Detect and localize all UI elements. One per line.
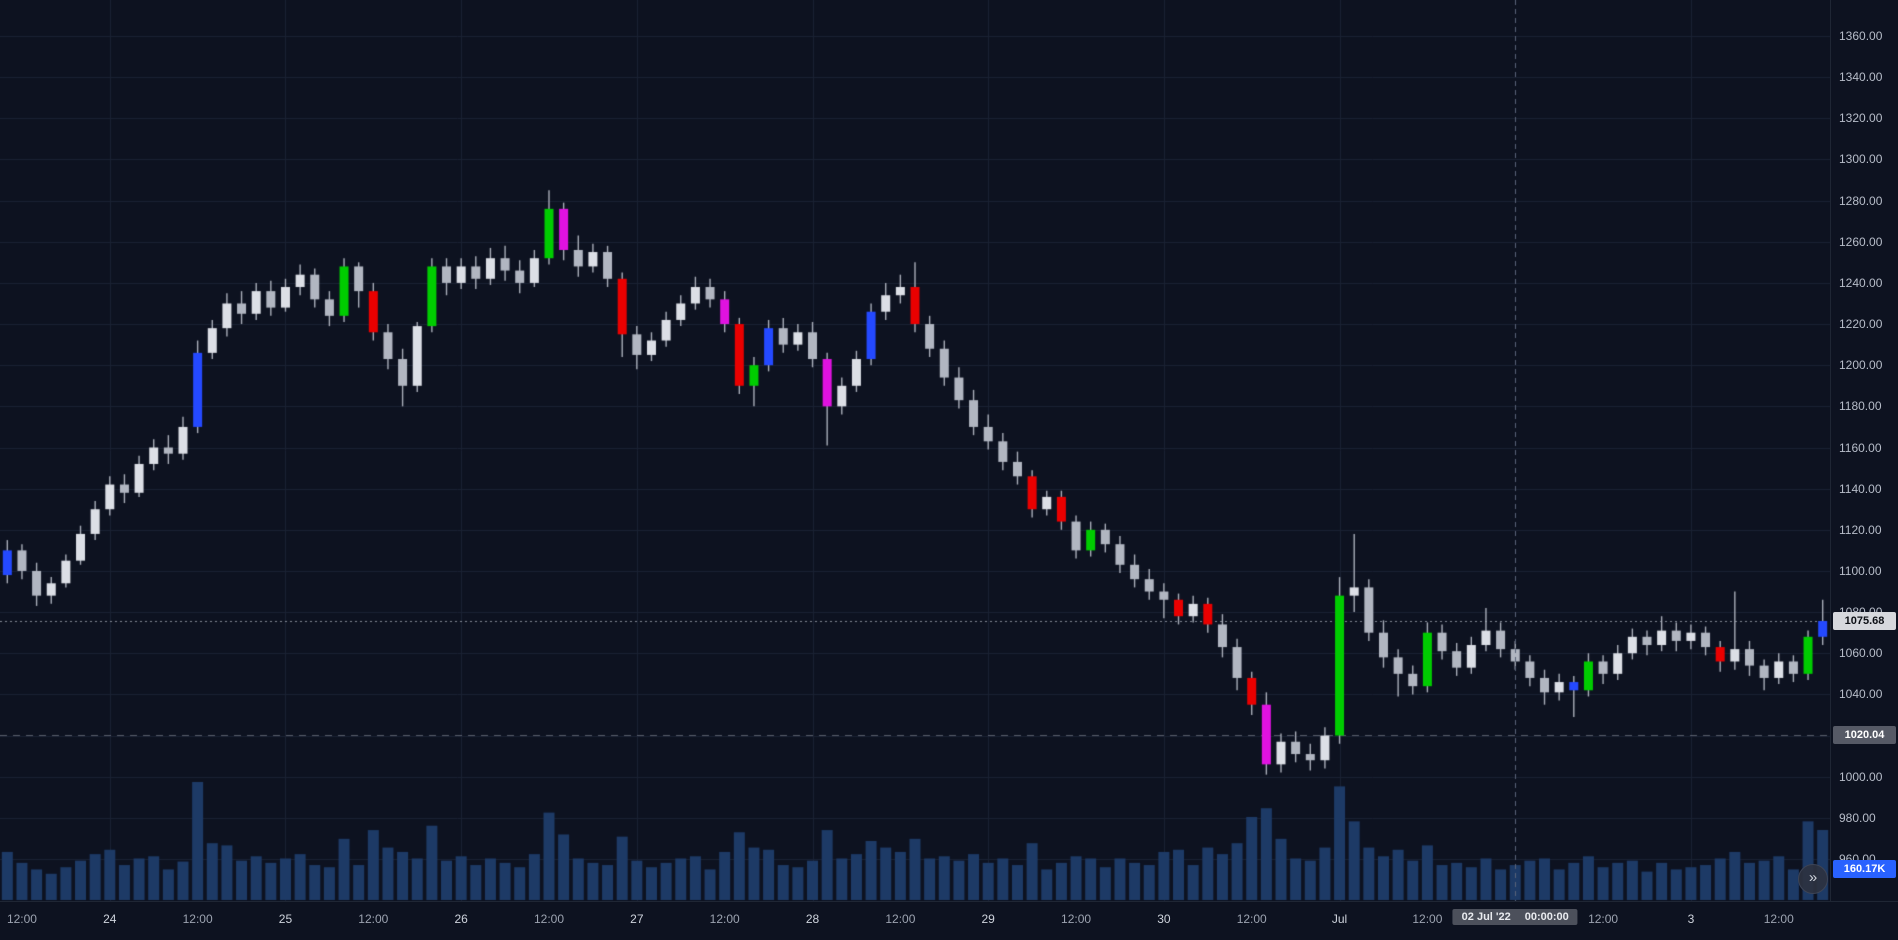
- scroll-to-realtime-button[interactable]: »: [1798, 864, 1828, 894]
- time-tick-label: 12:00: [1588, 912, 1619, 926]
- time-tick-label: 12:00: [1061, 912, 1092, 926]
- time-tick-label: 12:00: [182, 912, 213, 926]
- time-tick-label: 27: [630, 912, 644, 926]
- time-tick-label: 12:00: [709, 912, 740, 926]
- price-tick-label: 1280.00: [1839, 193, 1883, 208]
- price-tick-label: 1060.00: [1839, 646, 1883, 661]
- time-tick-label: 30: [1157, 912, 1171, 926]
- price-tick-label: 1220.00: [1839, 317, 1883, 332]
- time-tick-label: 12:00: [358, 912, 389, 926]
- time-tick-label: 12:00: [6, 912, 37, 926]
- price-tick-label: 1260.00: [1839, 234, 1883, 249]
- time-tick-label: 12:00: [533, 912, 565, 926]
- price-tick-label: 1200.00: [1839, 358, 1883, 373]
- crosshair-date-badge: 02 Jul '22 00:00:00: [1452, 909, 1578, 925]
- double-chevron-right-icon: »: [1808, 869, 1818, 886]
- price-tick-label: 1340.00: [1839, 70, 1883, 85]
- price-tick-label: 1180.00: [1839, 399, 1882, 414]
- candlestick-chart-canvas[interactable]: [0, 0, 1830, 901]
- volume-badge: 160.17K: [1833, 860, 1896, 878]
- last-price-badge: 1075.68: [1833, 611, 1896, 630]
- time-tick-label: Jul: [1331, 912, 1348, 926]
- time-tick-label: 25: [278, 912, 293, 926]
- price-tick-label: 1240.00: [1839, 275, 1883, 290]
- price-tick-label: 1040.00: [1839, 687, 1883, 702]
- time-tick-label: 29: [981, 912, 995, 926]
- price-tick-label: 1160.00: [1839, 440, 1882, 455]
- crosshair-date-text: 02 Jul '22: [1461, 911, 1511, 923]
- time-tick-label: 12:00: [1236, 912, 1267, 926]
- price-tick-label: 1320.00: [1839, 111, 1883, 126]
- time-tick-label: 12:00: [885, 912, 916, 926]
- price-tick-label: 980.00: [1839, 810, 1876, 825]
- level-price-badge: 1020.04: [1833, 726, 1896, 745]
- time-tick-label: 28: [805, 912, 820, 926]
- time-axis[interactable]: 02 Jul '22 00:00:00 12:00 24 12:00 25 12:00 2…: [0, 901, 1898, 940]
- price-tick-label: 1100.00: [1839, 563, 1882, 578]
- crosshair-time-text: 00:00:00: [1524, 911, 1569, 923]
- price-axis[interactable]: 1075.68 1020.04 160.17K 1360.00 1340.00 13…: [1830, 0, 1898, 901]
- time-tick-label: 12:00: [1412, 912, 1443, 926]
- price-tick-label: 1140.00: [1839, 481, 1882, 496]
- time-tick-label: 26: [454, 912, 468, 926]
- time-tick-label: 12:00: [1763, 912, 1794, 926]
- price-tick-label: 1360.00: [1839, 29, 1883, 43]
- time-tick-label: 24: [103, 912, 117, 926]
- price-tick-label: 1120.00: [1839, 522, 1882, 537]
- time-tick-label: 3: [1687, 912, 1695, 926]
- price-tick-label: 1300.00: [1839, 152, 1883, 167]
- price-tick-label: 1000.00: [1839, 769, 1883, 784]
